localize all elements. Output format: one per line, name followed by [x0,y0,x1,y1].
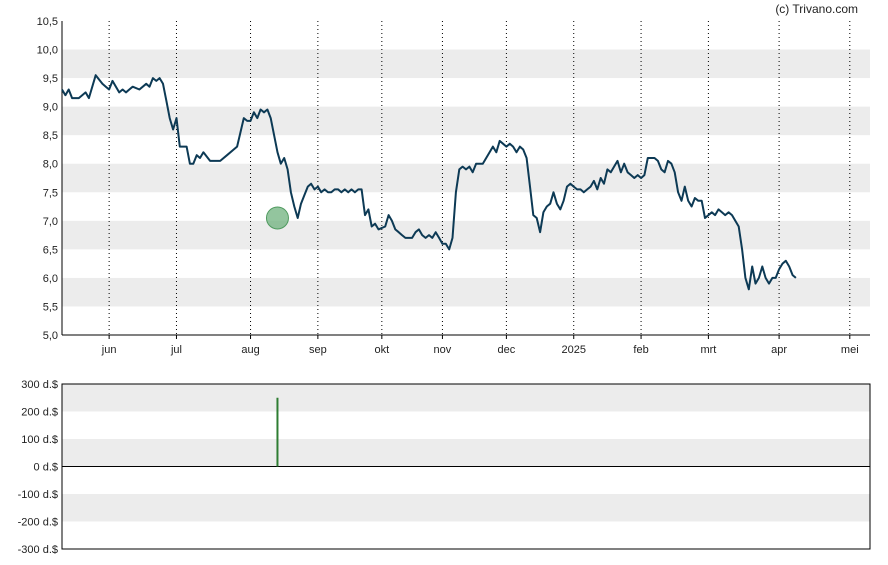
y-tick-label: 10,0 [37,45,58,57]
x-tick-label: mrt [700,344,716,356]
y-tick-label: 5,0 [43,330,58,342]
trade-marker [265,206,289,230]
y-tick-label: 6,0 [43,273,58,285]
x-tick-label: aug [241,344,259,356]
volume-frame [61,383,871,550]
x-tick-label: feb [633,344,648,356]
price-panel: 5,0 5,5 6,0 6,5 7,0 7,5 8,0 8,5 9,0 9,5 10,0 10,5 ju… [37,16,870,356]
y-tick-label: 8,5 [43,130,58,142]
y-tick-label: 0 d.$ [34,462,58,474]
y-tick-label: 9,5 [43,73,58,85]
grid-band [62,49,870,79]
y-tick-label: 8,0 [43,159,58,171]
grid-band [62,439,870,467]
x-tick-label: dec [498,344,516,356]
grid-band [62,220,870,250]
x-tick-label: mei [841,344,859,356]
grid-band [62,106,870,136]
y-tick-label: 7,5 [43,187,58,199]
y-tick-label: 6,5 [43,244,58,256]
x-tick-label: jul [170,344,182,356]
y-tick-label: 10,5 [37,16,58,28]
x-tick-label: okt [374,344,389,356]
x-tick-label: nov [434,344,452,356]
grid-band [62,277,870,307]
y-tick-label: 200 d.$ [21,407,58,419]
x-tick-label: apr [771,344,787,356]
y-tick-label: -200 d.$ [18,517,58,529]
copyright-text: (c) Trivano.com [775,2,858,16]
y-tick-label: 9,0 [43,102,58,114]
grid-band [62,494,870,522]
x-tick-label: sep [309,344,327,356]
y-tick-label: 5,5 [43,301,58,313]
y-tick-label: -300 d.$ [18,544,58,556]
x-tick-label: jun [101,344,117,356]
x-tick-label: 2025 [561,344,585,356]
volume-panel: 300 d.$ 200 d.$ 100 d.$ 0 d.$ -100 d.$ -200 d… [18,379,871,556]
y-tick-label: 7,0 [43,216,58,228]
y-tick-label: 100 d.$ [21,434,58,446]
y-tick-label: 300 d.$ [21,379,58,391]
price-line [61,74,797,291]
y-tick-label: -100 d.$ [18,489,58,501]
grid-band [62,384,870,412]
grid-band [62,163,870,193]
